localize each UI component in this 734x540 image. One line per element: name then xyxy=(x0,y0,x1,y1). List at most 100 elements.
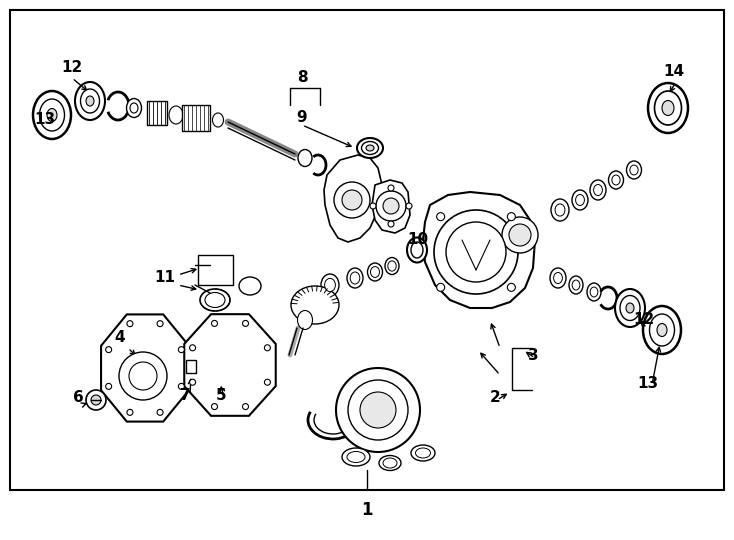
Circle shape xyxy=(242,403,249,409)
Ellipse shape xyxy=(648,83,688,133)
Ellipse shape xyxy=(371,267,379,278)
Ellipse shape xyxy=(411,445,435,461)
Ellipse shape xyxy=(569,276,583,294)
Circle shape xyxy=(446,222,506,282)
Circle shape xyxy=(211,320,217,326)
Circle shape xyxy=(189,345,195,351)
Circle shape xyxy=(383,198,399,214)
Ellipse shape xyxy=(551,199,569,221)
Ellipse shape xyxy=(620,295,640,321)
Ellipse shape xyxy=(205,293,225,307)
Ellipse shape xyxy=(612,175,620,185)
Ellipse shape xyxy=(239,277,261,295)
Bar xyxy=(147,101,167,125)
Circle shape xyxy=(91,395,101,405)
Circle shape xyxy=(189,379,195,385)
Circle shape xyxy=(360,392,396,428)
Ellipse shape xyxy=(575,194,584,206)
Ellipse shape xyxy=(297,310,313,329)
Circle shape xyxy=(342,190,362,210)
Ellipse shape xyxy=(81,89,100,113)
Ellipse shape xyxy=(321,274,339,296)
Text: 2: 2 xyxy=(490,389,501,404)
Ellipse shape xyxy=(662,100,674,116)
Text: 14: 14 xyxy=(664,64,685,79)
Text: 3: 3 xyxy=(528,348,538,362)
Circle shape xyxy=(434,210,518,294)
Ellipse shape xyxy=(590,180,606,200)
Ellipse shape xyxy=(200,289,230,311)
Polygon shape xyxy=(423,192,535,308)
Circle shape xyxy=(264,379,270,385)
Text: 5: 5 xyxy=(216,388,226,402)
Ellipse shape xyxy=(550,268,566,288)
Ellipse shape xyxy=(362,141,379,154)
Ellipse shape xyxy=(368,263,382,281)
Ellipse shape xyxy=(126,98,142,118)
Polygon shape xyxy=(184,314,276,416)
Ellipse shape xyxy=(33,91,71,139)
Text: 12: 12 xyxy=(633,313,655,327)
Ellipse shape xyxy=(643,306,681,354)
Ellipse shape xyxy=(130,103,138,113)
Circle shape xyxy=(509,224,531,246)
Circle shape xyxy=(127,321,133,327)
Ellipse shape xyxy=(627,161,642,179)
Circle shape xyxy=(376,191,406,221)
Text: 7: 7 xyxy=(180,388,190,402)
Ellipse shape xyxy=(385,258,399,274)
Ellipse shape xyxy=(555,204,565,216)
Text: 11: 11 xyxy=(154,271,175,286)
Ellipse shape xyxy=(657,323,667,336)
Circle shape xyxy=(406,203,412,209)
Circle shape xyxy=(242,320,249,326)
Ellipse shape xyxy=(213,113,223,127)
Circle shape xyxy=(129,362,157,390)
Circle shape xyxy=(157,321,163,327)
Ellipse shape xyxy=(383,458,397,468)
Text: 1: 1 xyxy=(361,501,373,519)
Ellipse shape xyxy=(630,165,638,175)
Polygon shape xyxy=(101,314,189,422)
Ellipse shape xyxy=(608,171,623,189)
Circle shape xyxy=(211,403,217,409)
Ellipse shape xyxy=(590,287,598,297)
Circle shape xyxy=(106,383,112,389)
Polygon shape xyxy=(372,180,410,233)
Ellipse shape xyxy=(379,456,401,470)
Text: 13: 13 xyxy=(34,112,56,127)
Ellipse shape xyxy=(388,261,396,271)
Text: 13: 13 xyxy=(637,375,658,390)
Ellipse shape xyxy=(86,96,94,106)
Text: 8: 8 xyxy=(297,71,308,85)
Circle shape xyxy=(178,383,184,389)
Circle shape xyxy=(86,390,106,410)
Circle shape xyxy=(388,185,394,191)
Circle shape xyxy=(370,203,376,209)
Ellipse shape xyxy=(350,272,360,284)
Ellipse shape xyxy=(298,150,312,166)
Circle shape xyxy=(437,213,445,221)
Ellipse shape xyxy=(615,289,645,327)
Circle shape xyxy=(336,368,420,452)
Ellipse shape xyxy=(587,283,601,301)
Bar xyxy=(186,360,196,373)
Text: 4: 4 xyxy=(115,329,126,345)
Ellipse shape xyxy=(366,145,374,151)
Circle shape xyxy=(119,352,167,400)
Ellipse shape xyxy=(415,448,431,458)
Ellipse shape xyxy=(553,273,562,284)
Circle shape xyxy=(264,345,270,351)
Ellipse shape xyxy=(594,185,603,195)
Circle shape xyxy=(157,409,163,415)
Ellipse shape xyxy=(626,303,634,313)
Circle shape xyxy=(437,284,445,292)
Text: 10: 10 xyxy=(407,233,429,247)
Circle shape xyxy=(127,409,133,415)
Circle shape xyxy=(348,380,408,440)
Ellipse shape xyxy=(655,91,681,125)
Circle shape xyxy=(178,347,184,353)
Bar xyxy=(198,255,233,285)
Circle shape xyxy=(334,182,370,218)
Bar xyxy=(10,10,724,490)
